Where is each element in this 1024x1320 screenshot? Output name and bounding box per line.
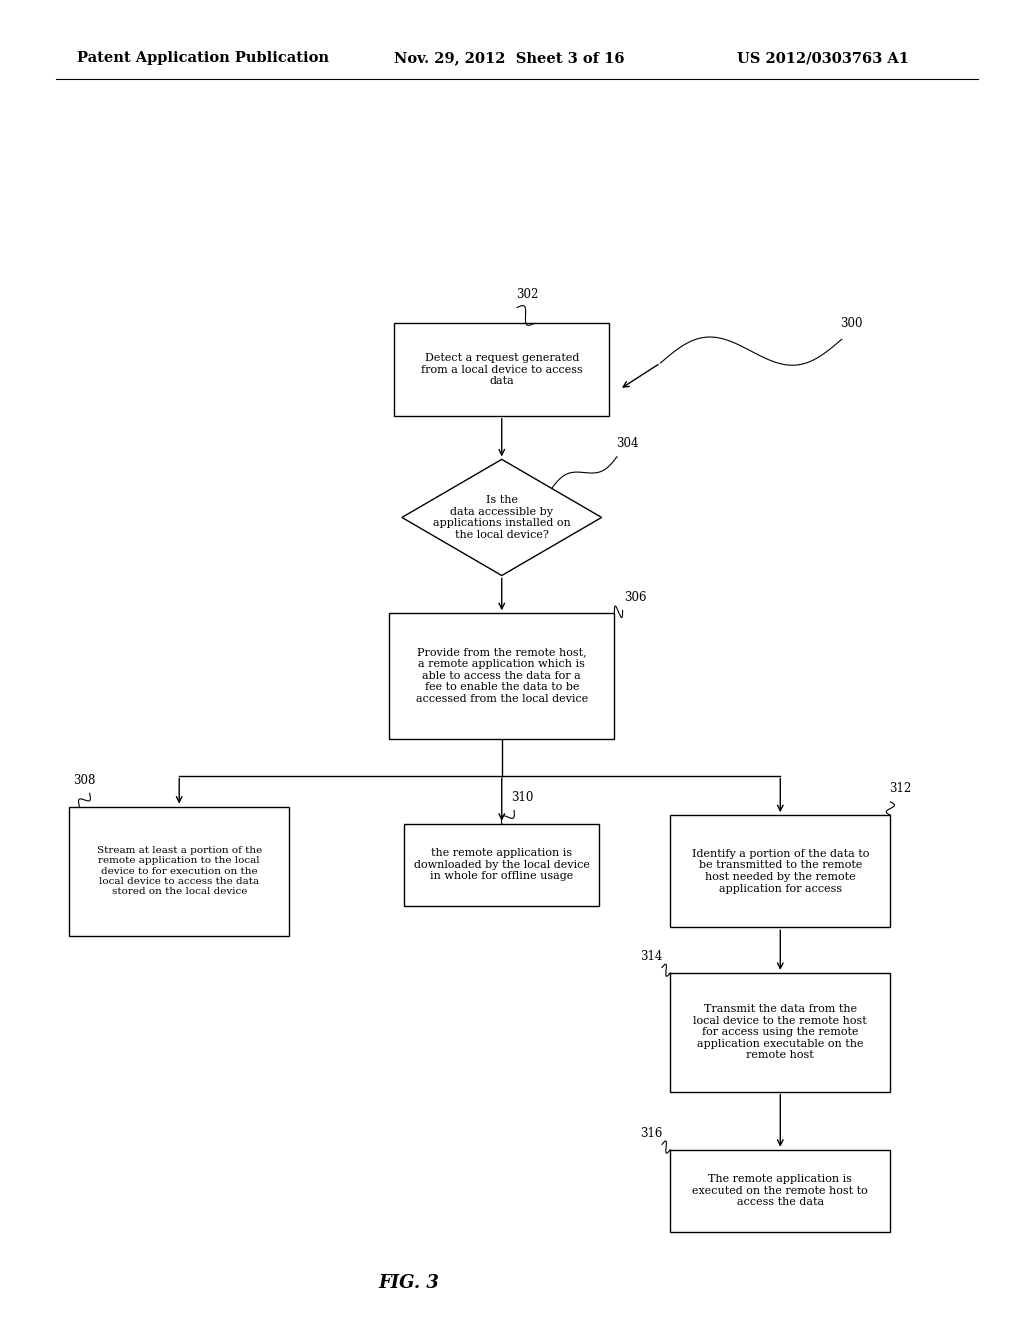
FancyBboxPatch shape: [389, 612, 614, 739]
Polygon shape: [401, 459, 602, 576]
Text: 308: 308: [74, 774, 95, 787]
Text: Detect a request generated
from a local device to access
data: Detect a request generated from a local …: [421, 352, 583, 387]
FancyBboxPatch shape: [670, 1150, 890, 1232]
Text: 306: 306: [624, 591, 646, 603]
Text: 302: 302: [516, 288, 539, 301]
FancyBboxPatch shape: [69, 807, 289, 936]
Text: The remote application is
executed on the remote host to
access the data: The remote application is executed on th…: [692, 1173, 868, 1208]
Text: Is the
data accessible by
applications installed on
the local device?: Is the data accessible by applications i…: [433, 495, 570, 540]
FancyBboxPatch shape: [670, 814, 890, 927]
Text: FIG. 3: FIG. 3: [379, 1274, 439, 1292]
Text: 314: 314: [641, 950, 663, 964]
Text: 316: 316: [641, 1127, 663, 1140]
Text: Patent Application Publication: Patent Application Publication: [77, 51, 329, 65]
Text: Nov. 29, 2012  Sheet 3 of 16: Nov. 29, 2012 Sheet 3 of 16: [394, 51, 625, 65]
Text: US 2012/0303763 A1: US 2012/0303763 A1: [737, 51, 909, 65]
Text: 304: 304: [616, 437, 638, 450]
Text: Transmit the data from the
local device to the remote host
for access using the : Transmit the data from the local device …: [693, 1005, 867, 1060]
Text: Provide from the remote host,
a remote application which is
able to access the d: Provide from the remote host, a remote a…: [416, 648, 588, 704]
Text: Identify a portion of the data to
be transmitted to the remote
host needed by th: Identify a portion of the data to be tra…: [691, 849, 869, 894]
FancyBboxPatch shape: [404, 824, 599, 906]
FancyBboxPatch shape: [670, 973, 890, 1092]
FancyBboxPatch shape: [394, 323, 609, 416]
Text: 312: 312: [890, 783, 911, 795]
Text: 300: 300: [840, 317, 862, 330]
Text: Stream at least a portion of the
remote application to the local
device to for e: Stream at least a portion of the remote …: [96, 846, 262, 896]
Text: 310: 310: [511, 791, 534, 804]
Text: the remote application is
downloaded by the local device
in whole for offline us: the remote application is downloaded by …: [414, 847, 590, 882]
